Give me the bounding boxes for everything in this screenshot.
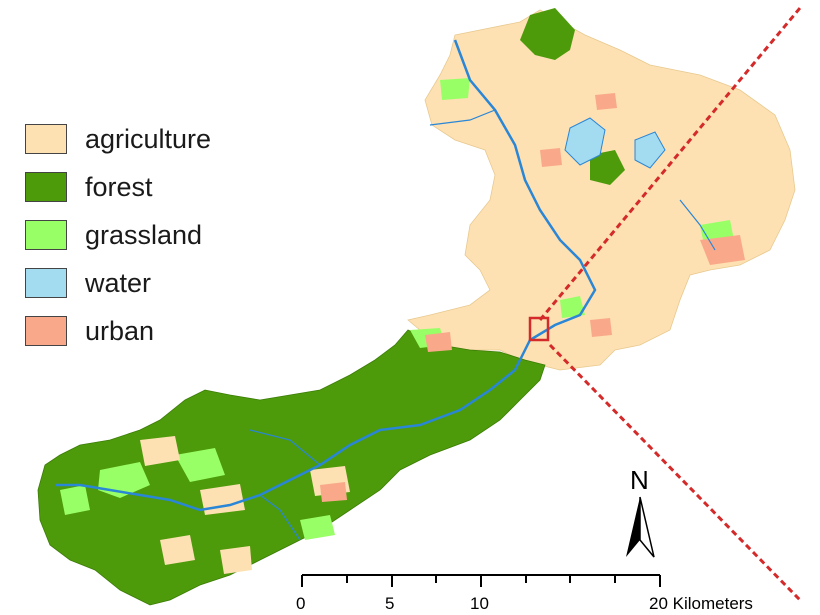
stream — [429, 109, 496, 126]
stream — [249, 429, 321, 466]
legend-item-agriculture: agriculture — [25, 115, 211, 163]
land-cover-legend: agriculture forest grassland water urban — [25, 115, 211, 355]
grassland-patch — [560, 296, 585, 318]
scale-label-5: 5 — [385, 594, 395, 613]
legend-label-grassland: grassland — [85, 219, 203, 250]
legend-swatch-agriculture — [25, 124, 67, 154]
stream — [679, 199, 716, 251]
legend-item-urban: urban — [25, 307, 211, 355]
scale-label-0: 0 — [296, 594, 306, 613]
urban-patch — [595, 93, 617, 110]
zoom-dashed-line — [538, 7, 802, 321]
agriculture-patch — [140, 436, 180, 466]
legend-label-forest: forest — [85, 171, 153, 202]
urban-patch — [590, 318, 612, 337]
main-river — [55, 39, 597, 512]
grassland-patch — [175, 448, 225, 482]
grassland-patch — [60, 485, 90, 515]
agriculture-patch — [160, 535, 195, 565]
forest-patch — [520, 8, 575, 60]
legend-item-grassland: grassland — [25, 211, 211, 259]
urban-patch — [320, 482, 347, 502]
stream — [259, 494, 301, 541]
lake — [634, 131, 666, 169]
scale-label-20-kilometers: 20 Kilometers — [649, 594, 753, 613]
legend-label-water: water — [85, 267, 152, 298]
forest-patch — [590, 150, 625, 185]
zoom-dashed-line — [548, 343, 802, 602]
urban-patch — [425, 332, 452, 352]
legend-swatch-urban — [25, 316, 67, 346]
legend-label-agriculture: agriculture — [85, 123, 212, 154]
legend-item-forest: forest — [25, 163, 211, 211]
north-arrow-label: N — [630, 465, 649, 495]
legend-swatch-water — [25, 268, 67, 298]
legend-label-urban: urban — [85, 315, 155, 346]
forest-area — [37, 329, 546, 606]
legend-swatch-forest — [25, 172, 67, 202]
urban-patch — [540, 148, 562, 167]
scale-label-10: 10 — [470, 594, 489, 613]
study-site-box — [528, 316, 550, 342]
grassland-patch — [300, 515, 335, 540]
agriculture-patch — [220, 546, 252, 574]
legend-swatch-grassland — [25, 220, 67, 250]
grassland-patch — [440, 78, 470, 100]
scale-bar — [301, 574, 661, 587]
legend-item-water: water — [25, 259, 211, 307]
north-arrow-icon — [626, 496, 655, 558]
urban-patch — [700, 235, 745, 265]
lake — [564, 117, 606, 166]
agriculture-area — [407, 9, 796, 371]
